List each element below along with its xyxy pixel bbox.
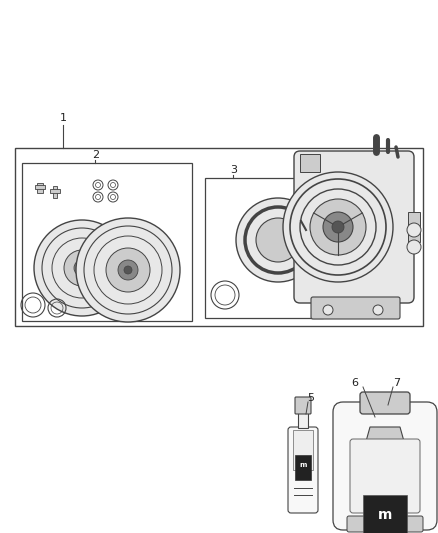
FancyBboxPatch shape: [294, 151, 414, 303]
Bar: [408, 212, 420, 242]
Bar: [300, 154, 320, 172]
Bar: [53, 186, 57, 198]
Circle shape: [34, 220, 130, 316]
Circle shape: [74, 260, 90, 276]
Bar: [15, 148, 423, 326]
FancyBboxPatch shape: [347, 516, 423, 532]
Circle shape: [310, 199, 366, 255]
Bar: [293, 430, 313, 470]
Bar: [298, 410, 308, 428]
Text: 7: 7: [393, 378, 401, 388]
FancyBboxPatch shape: [311, 297, 400, 319]
Text: 6: 6: [352, 378, 358, 388]
FancyBboxPatch shape: [295, 397, 311, 414]
Text: m: m: [378, 508, 392, 522]
Circle shape: [236, 198, 320, 282]
Circle shape: [323, 305, 333, 315]
Bar: [35, 185, 45, 189]
Text: 5: 5: [307, 393, 314, 403]
Circle shape: [373, 305, 383, 315]
Bar: [22, 163, 192, 321]
Circle shape: [124, 266, 132, 274]
FancyBboxPatch shape: [333, 402, 437, 530]
Bar: [363, 495, 407, 533]
Text: 3: 3: [230, 165, 237, 175]
Circle shape: [407, 240, 421, 254]
Circle shape: [293, 205, 313, 225]
FancyBboxPatch shape: [288, 427, 318, 513]
Circle shape: [106, 248, 150, 292]
Circle shape: [256, 218, 300, 262]
Bar: [37, 183, 43, 193]
Circle shape: [407, 223, 421, 237]
Circle shape: [118, 260, 138, 280]
Bar: [295, 455, 311, 480]
FancyBboxPatch shape: [350, 439, 420, 513]
Text: 2: 2: [92, 150, 99, 160]
Circle shape: [283, 172, 393, 282]
Circle shape: [76, 218, 180, 322]
Text: m: m: [299, 462, 307, 468]
Polygon shape: [365, 427, 405, 445]
Circle shape: [64, 250, 100, 286]
Bar: [50, 189, 60, 193]
Circle shape: [323, 212, 353, 242]
FancyBboxPatch shape: [360, 392, 410, 414]
Bar: [205, 178, 323, 318]
Text: 1: 1: [60, 113, 67, 123]
Circle shape: [332, 221, 344, 233]
